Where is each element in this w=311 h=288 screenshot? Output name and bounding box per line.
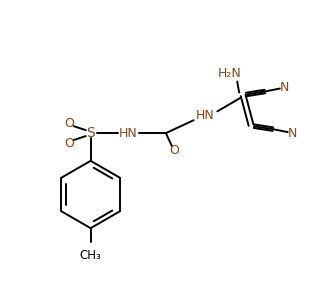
Text: O: O bbox=[64, 117, 74, 130]
Text: HN: HN bbox=[196, 109, 215, 122]
Text: H₂N: H₂N bbox=[217, 67, 241, 80]
Text: O: O bbox=[64, 137, 74, 149]
Text: HN: HN bbox=[119, 127, 138, 140]
Text: S: S bbox=[86, 126, 95, 140]
Text: N: N bbox=[280, 81, 290, 94]
Text: CH₃: CH₃ bbox=[80, 249, 101, 262]
Text: N: N bbox=[288, 127, 297, 140]
Text: O: O bbox=[169, 145, 179, 158]
